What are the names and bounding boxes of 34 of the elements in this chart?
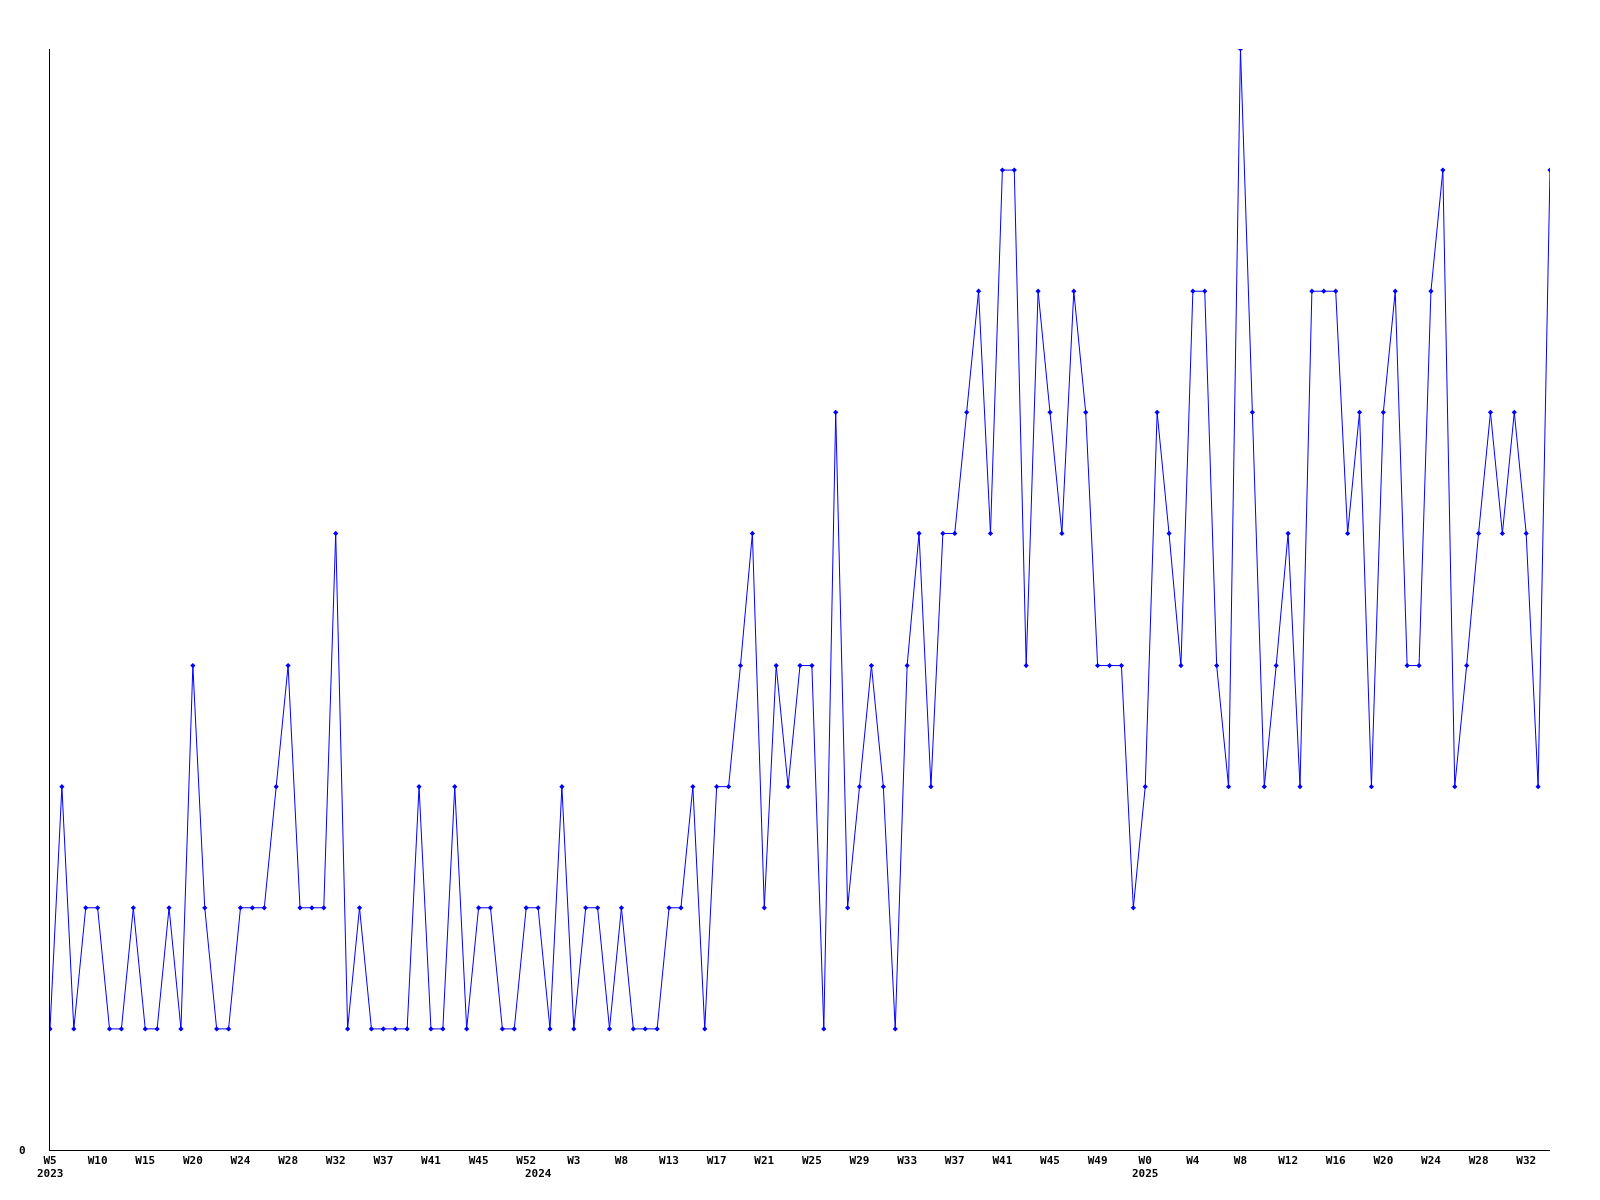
x-tick-label: 2024 xyxy=(525,1167,552,1180)
x-tick-label: W4 xyxy=(1186,1154,1200,1168)
x-tick-label: W20 xyxy=(1373,1154,1394,1168)
x-tick-label: W37 xyxy=(373,1154,394,1168)
x-tick-label: W32 xyxy=(325,1154,346,1168)
x-tick-label: W24 xyxy=(1421,1154,1442,1168)
x-tick-label: W25 xyxy=(801,1154,822,1168)
x-tick-label: W45 xyxy=(468,1154,489,1168)
text: 0 xyxy=(19,1144,26,1157)
x-tick-label: W52 xyxy=(516,1154,537,1168)
x-tick-label: W8 xyxy=(614,1154,629,1168)
x-tick-label: W3 xyxy=(567,1154,581,1168)
x-tick-label: W16 xyxy=(1325,1154,1347,1168)
x-tick-label: W29 xyxy=(849,1154,870,1168)
x-tick-label: W41 xyxy=(992,1154,1013,1168)
x-tick-label: W28 xyxy=(1468,1154,1489,1168)
x-tick-label: W37 xyxy=(944,1154,965,1168)
x-tick-label: W33 xyxy=(897,1154,918,1168)
x-tick-label: W41 xyxy=(421,1154,442,1168)
x-tick-label: W17 xyxy=(706,1154,727,1168)
category-label: W0 2025 xyxy=(1132,1154,1159,1180)
x-tick-label: W15 xyxy=(135,1154,156,1168)
x-tick-label: W10 xyxy=(87,1154,108,1168)
x-tick-label: W20 xyxy=(182,1154,203,1168)
x-tick-label: W28 xyxy=(278,1154,299,1168)
x-tick-label: W12 xyxy=(1278,1154,1299,1168)
x-tick-label: W49 xyxy=(1087,1154,1108,1168)
x-tick-label: W32 xyxy=(1516,1154,1537,1168)
x-tick-label: W13 xyxy=(659,1154,679,1168)
x-tick-label: W45 xyxy=(1040,1154,1060,1168)
x-tick-label: W21 xyxy=(754,1154,775,1168)
x-tick-label: W8 xyxy=(1233,1154,1248,1168)
category-label: W5 2023 xyxy=(37,1154,64,1180)
x-tick-label: W24 xyxy=(230,1154,251,1168)
